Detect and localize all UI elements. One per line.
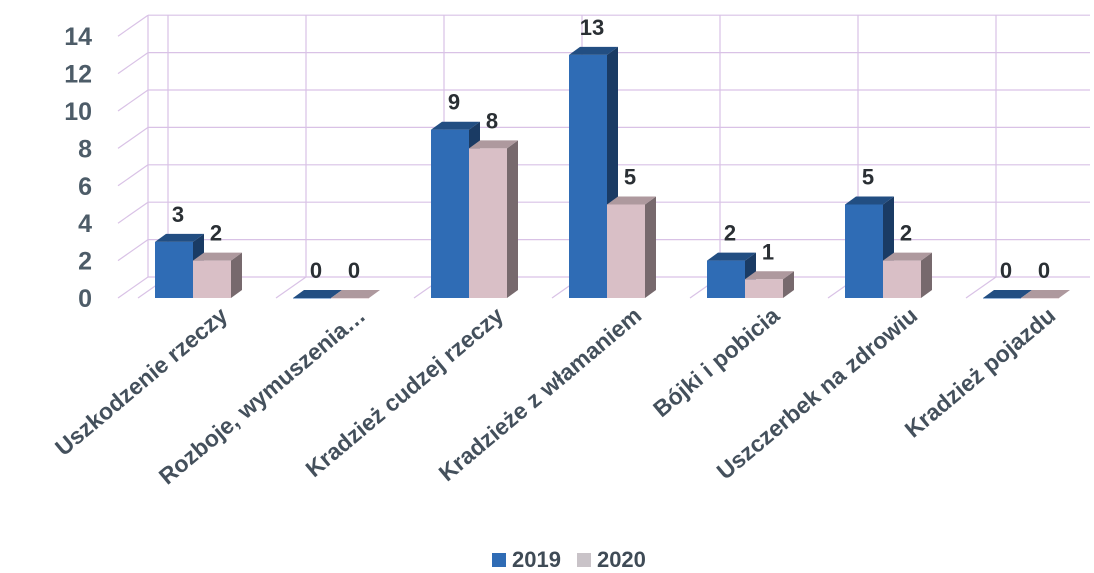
legend-swatch-2019 [492,553,506,567]
legend-swatch-2020 [576,553,591,567]
legend: 2019 2020 [492,547,662,573]
bars-layer [155,46,1070,299]
gridline-depth [117,201,149,224]
gridline-depth [117,126,149,149]
data-label-2019: 0 [310,258,322,283]
data-label-2019: 13 [580,15,604,40]
gridline-depth [117,239,149,262]
bar-2020 [883,252,932,298]
bar-2020 [745,271,794,298]
bar-2020 [331,290,380,299]
y-tick-label: 6 [78,173,92,201]
gridline-depth [117,164,149,187]
y-tick-label: 8 [78,135,92,163]
y-tick-label: 4 [78,210,92,238]
gridline-depth [117,89,149,112]
bar-2019 [293,290,342,299]
y-tick-label: 2 [78,248,92,276]
legend-label-2019: 2019 [512,547,561,572]
bar-2020 [469,140,518,298]
data-label-2020: 2 [900,221,912,246]
legend-item-2019: 2019 [492,547,561,573]
bar-2019 [983,290,1032,299]
data-label-2020: 5 [624,165,636,190]
data-label-2020: 8 [486,108,498,133]
bar-2020 [1021,290,1070,299]
y-tick-label: 10 [64,98,92,126]
bar-2020 [607,196,656,298]
legend-label-2020: 2020 [596,547,646,572]
data-label-2020: 2 [210,221,222,246]
gridline-depth [117,14,149,37]
legend-item-2020: 2020 [576,547,646,573]
data-label-2020: 1 [762,239,774,264]
floor-divider [275,276,307,299]
category-label: Bójki i pobicia [648,302,784,422]
data-label-2019: 0 [1000,258,1012,283]
data-label-2020: 0 [1038,258,1050,283]
y-tick-label: 14 [64,23,92,51]
gridline-depth [117,276,149,299]
gridline-depth [117,52,149,75]
y-tick-label: 12 [64,61,92,89]
category-label: Kradzież pojazdu [900,302,1061,443]
data-labels: 3 2 0 0 9 8 13 5 2 1 5 2 0 0 [172,15,1050,283]
bar-2020 [193,252,242,298]
data-label-2019: 5 [862,165,874,190]
data-label-2020: 0 [348,258,360,283]
floor-divider [965,276,997,299]
data-label-2019: 2 [724,221,736,246]
y-axis: 0 2 4 6 8 10 12 14 [64,23,92,313]
data-label-2019: 9 [448,90,460,115]
y-tick-label: 0 [78,285,92,313]
data-label-2019: 3 [172,202,184,227]
